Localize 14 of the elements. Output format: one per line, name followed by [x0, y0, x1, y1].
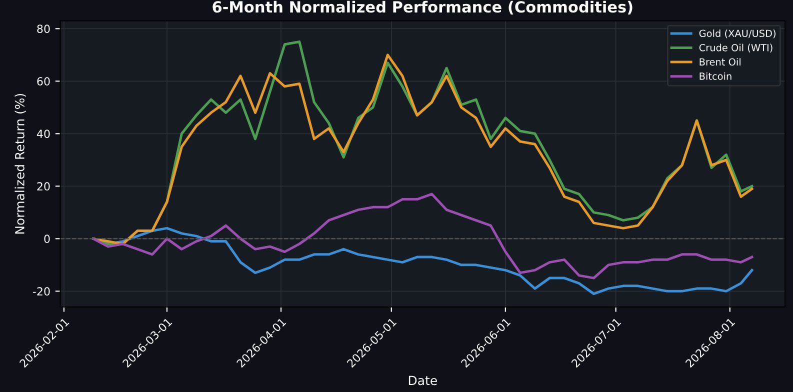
y-tick-label: 40: [36, 130, 50, 138]
y-tick-label: 60: [37, 77, 50, 86]
y-tick-label: 20: [37, 182, 50, 191]
y-axis-title: Normalized Return (%): [14, 94, 26, 234]
y-tick-label: -20: [32, 287, 50, 296]
legend-label: Crude Oil (WTI): [699, 44, 772, 52]
y-tick-label: 80: [37, 24, 50, 34]
y-tick-label: 0: [44, 234, 50, 244]
x-axis-title: Date: [408, 376, 437, 386]
chart-title: 6-Month Normalized Performance (Commodities): [212, 0, 632, 14]
legend-label: Gold (XAU/USD): [699, 30, 776, 38]
legend-label: Bitcoin: [700, 72, 732, 80]
line-series: [92, 192, 754, 280]
legend-label: Brent Oil: [700, 58, 740, 66]
